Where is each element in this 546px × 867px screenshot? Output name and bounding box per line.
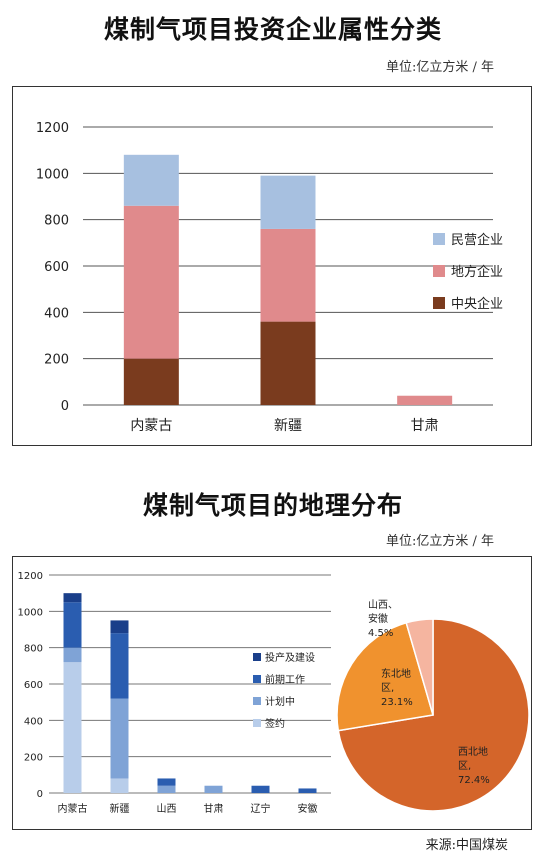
legend-label: 地方企业 xyxy=(451,264,503,280)
chart-title-2: 煤制气项目的地理分布 xyxy=(142,491,403,520)
pie-label: 安徽 xyxy=(368,612,388,625)
bar-segment xyxy=(397,395,453,405)
bar-segment xyxy=(251,785,270,793)
x-tick-label: 山西 xyxy=(157,803,177,815)
bar-segment xyxy=(157,778,176,786)
legend-label: 签约 xyxy=(265,717,285,730)
legend-label: 民营企业 xyxy=(451,232,503,248)
y-tick-label: 600 xyxy=(44,260,69,275)
chart-frame-2: 0 200 400 600 800 1000 1200 内蒙古 新疆 山西 甘肃 辽宁 安徽 投产及建设前… xyxy=(12,556,532,830)
y-tick-label: 1200 xyxy=(18,571,43,582)
y-tick-label: 1200 xyxy=(36,121,69,136)
unit-label-2: 单位:亿立方米 / 年 xyxy=(385,534,494,549)
legend-swatch xyxy=(253,697,261,705)
chart-frame-1: 0 200 400 600 800 1000 1200 内蒙古 新疆 甘肃 民营企业地方企业中央企业 xyxy=(12,86,532,446)
bar-segment xyxy=(63,647,82,663)
legend-label: 中央企业 xyxy=(451,296,503,312)
y-tick-label: 1000 xyxy=(36,167,69,182)
y-tick-label: 0 xyxy=(37,789,43,800)
pie-label: 4.5% xyxy=(368,628,393,639)
legend-swatch xyxy=(433,297,445,309)
y-tick-label: 200 xyxy=(44,353,69,368)
y-tick-label: 800 xyxy=(44,214,69,229)
legend-label: 计划中 xyxy=(265,695,295,708)
bar-segment xyxy=(110,620,129,634)
legend-label: 投产及建设 xyxy=(265,651,315,664)
source-label: 来源:中国煤炭 xyxy=(425,838,508,853)
bar-segment xyxy=(260,321,316,405)
legend-swatch xyxy=(433,233,445,245)
pie-label: 72.4% xyxy=(458,775,490,786)
x-tick-label: 辽宁 xyxy=(251,802,271,815)
y-tick-label: 400 xyxy=(24,716,43,727)
bar-segment xyxy=(123,154,179,206)
bar-segment xyxy=(63,593,82,603)
x-tick-label: 新疆 xyxy=(274,418,302,434)
bar-segment xyxy=(63,662,82,793)
pie-label: 区, xyxy=(381,682,394,694)
y-tick-label: 1000 xyxy=(18,607,43,618)
bar-segment xyxy=(157,785,176,793)
x-tick-label: 新疆 xyxy=(110,802,130,815)
y-tick-label: 600 xyxy=(24,680,43,691)
x-tick-label: 安徽 xyxy=(298,802,318,815)
bar-segment xyxy=(63,602,82,648)
pie-slice xyxy=(336,621,434,732)
bar-segment xyxy=(123,358,179,405)
x-tick-label: 内蒙古 xyxy=(130,418,172,434)
chart-title-1: 煤制气项目投资企业属性分类 xyxy=(103,15,442,44)
x-tick-label: 甘肃 xyxy=(411,418,439,434)
bar-segment xyxy=(110,633,129,699)
y-tick-label: 800 xyxy=(24,644,43,655)
pie-label: 东北地 xyxy=(381,667,411,680)
legend-swatch xyxy=(253,719,261,727)
bar-segment xyxy=(260,175,316,229)
x-tick-label: 甘肃 xyxy=(204,802,224,815)
bar-segment xyxy=(110,698,129,779)
bar-segment xyxy=(260,228,316,322)
bar-segment xyxy=(110,778,129,793)
legend-label: 前期工作 xyxy=(265,673,305,686)
pie-label: 区, xyxy=(458,760,471,772)
legend-swatch xyxy=(253,675,261,683)
pie-label: 西北地 xyxy=(458,745,488,758)
unit-label-1: 单位:亿立方米 / 年 xyxy=(385,60,494,75)
bar-segment xyxy=(298,788,317,793)
bar-segment xyxy=(123,205,179,359)
legend-swatch xyxy=(433,265,445,277)
x-tick-label: 内蒙古 xyxy=(58,802,88,815)
bar-segment xyxy=(204,785,223,793)
pie-label: 山西、 xyxy=(368,599,398,611)
y-tick-label: 0 xyxy=(61,399,69,414)
pie-label: 23.1% xyxy=(381,697,413,708)
y-tick-label: 200 xyxy=(24,753,43,764)
y-tick-label: 400 xyxy=(44,306,69,321)
legend-swatch xyxy=(253,653,261,661)
pie-slice xyxy=(405,618,434,716)
